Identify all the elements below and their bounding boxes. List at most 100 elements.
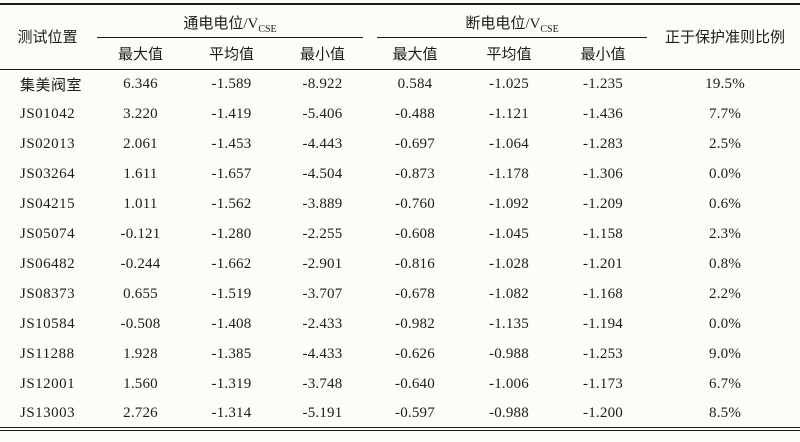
location-cell: JS12001 (20, 375, 76, 392)
location-cell: JS08373 (20, 285, 76, 302)
value-cell: -1.025 (489, 75, 529, 92)
table-row: JS04215 1.011 -1.562 -3.889 -0.760 -1.092 -1.2… (0, 189, 800, 219)
header-row-groups: 测试位置 通电电位/VCSE 断电电位/VCSE 正于保护准则比例 (0, 4, 800, 70)
value-cell: -4.504 (302, 165, 343, 182)
location-cell: JS10584 (20, 315, 76, 332)
value-cell: 0.0% (709, 315, 742, 332)
value-cell: -1.453 (211, 135, 252, 152)
value-cell: -4.443 (302, 135, 343, 152)
subheader-on-max: 最大值 (95, 38, 186, 70)
value-cell: -1.283 (583, 135, 623, 152)
value-cell: -1.519 (211, 285, 252, 302)
column-group-off-potential: 断电电位/VCSE (368, 4, 650, 38)
value-cell: -0.508 (120, 315, 161, 332)
value-cell: -2.255 (302, 225, 343, 242)
value-cell: -1.135 (489, 315, 529, 332)
value-cell: 9.0% (709, 345, 742, 362)
value-cell: 6.346 (123, 75, 158, 92)
value-cell: 6.7% (709, 375, 742, 392)
value-cell: -0.608 (395, 225, 435, 242)
location-cell: JS03264 (20, 165, 76, 182)
value-cell: -1.306 (583, 165, 623, 182)
value-cell: -0.988 (489, 345, 529, 362)
value-cell: -1.006 (489, 375, 529, 392)
value-cell: 7.7% (709, 105, 742, 122)
value-cell: -1.194 (583, 315, 623, 332)
table-row: JS05074 -0.121 -1.280 -2.255 -0.608 -1.045 -1.… (0, 219, 800, 249)
value-cell: 2.061 (123, 135, 158, 152)
table-row: 集美阀室 6.346 -1.589 -8.922 0.584 -1.025 -1.235 19… (0, 69, 800, 99)
potential-data-table: 测试位置 通电电位/VCSE 断电电位/VCSE 正于保护准则比例 最大值 平均… (0, 3, 800, 431)
value-cell: -1.319 (211, 375, 252, 392)
table-row: JS12001 1.560 -1.319 -3.748 -0.640 -1.006 -1.1… (0, 369, 800, 399)
value-cell: -0.121 (120, 225, 161, 242)
subheader-off-avg: 平均值 (462, 38, 556, 70)
value-cell: -1.662 (211, 255, 252, 272)
table-header: 测试位置 通电电位/VCSE 断电电位/VCSE 正于保护准则比例 最大值 平均… (0, 4, 800, 70)
value-cell: -1.314 (186, 399, 277, 431)
value-cell: -3.889 (302, 195, 343, 212)
location-cell: JS01042 (20, 105, 76, 122)
value-cell: -1.045 (489, 225, 529, 242)
value-cell: -1.064 (489, 135, 529, 152)
value-cell: -1.589 (211, 75, 252, 92)
table-row: JS01042 3.220 -1.419 -5.406 -0.488 -1.121 -1.4… (0, 99, 800, 129)
value-cell: -1.235 (583, 75, 623, 92)
table-body: 集美阀室 6.346 -1.589 -8.922 0.584 -1.025 -1.235 19… (0, 69, 800, 431)
on-potential-label-main: 通电电位/V (183, 16, 259, 32)
value-cell: -2.433 (302, 315, 343, 332)
value-cell: -1.200 (556, 399, 651, 431)
subheader-on-avg: 平均值 (186, 38, 277, 70)
table-row: JS13003 2.726 -1.314 -5.191 -0.597 -0.988 -1.2… (0, 399, 800, 431)
location-cell: JS13003 (0, 399, 95, 431)
value-cell: -0.488 (395, 105, 435, 122)
value-cell: -1.562 (211, 195, 252, 212)
value-cell: -1.280 (211, 225, 252, 242)
value-cell: -5.191 (277, 399, 368, 431)
value-cell: -3.748 (302, 375, 343, 392)
value-cell: -1.173 (583, 375, 623, 392)
value-cell: -1.253 (583, 345, 623, 362)
value-cell: 2.2% (709, 285, 742, 302)
value-cell: -1.168 (583, 285, 623, 302)
off-potential-label-subscript: CSE (540, 24, 559, 35)
value-cell: -0.597 (368, 399, 462, 431)
value-cell: 1.611 (123, 165, 158, 182)
value-cell: -0.873 (395, 165, 435, 182)
value-cell: 1.011 (123, 195, 158, 212)
value-cell: 3.220 (123, 105, 158, 122)
value-cell: -0.640 (395, 375, 435, 392)
value-cell: -0.982 (395, 315, 435, 332)
value-cell: 1.928 (123, 345, 158, 362)
value-cell: -0.678 (395, 285, 435, 302)
value-cell: -0.244 (120, 255, 161, 272)
table-row: JS02013 2.061 -1.453 -4.443 -0.697 -1.064 -1.2… (0, 129, 800, 159)
value-cell: 0.8% (709, 255, 742, 272)
off-potential-group-label: 断电电位/VCSE (377, 12, 648, 38)
value-cell: 0.0% (709, 165, 742, 182)
column-header-test-position: 测试位置 (0, 4, 95, 70)
location-cell: JS04215 (20, 195, 76, 212)
table-row: JS11288 1.928 -1.385 -4.433 -0.626 -0.988 -1.2… (0, 339, 800, 369)
off-potential-label-main: 断电电位/V (465, 16, 541, 32)
value-cell: -4.433 (302, 345, 343, 362)
value-cell: 2.3% (709, 225, 742, 242)
value-cell: 8.5% (650, 399, 800, 431)
subheader-off-min: 最小值 (556, 38, 651, 70)
value-cell: -1.385 (211, 345, 252, 362)
value-cell: -1.408 (211, 315, 252, 332)
value-cell: -0.760 (395, 195, 435, 212)
value-cell: -1.082 (489, 285, 529, 302)
value-cell: -0.697 (395, 135, 435, 152)
value-cell: 19.5% (705, 75, 745, 92)
table-row: JS08373 0.655 -1.519 -3.707 -0.678 -1.082 -1.1… (0, 279, 800, 309)
value-cell: 0.655 (123, 285, 158, 302)
value-cell: 0.6% (709, 195, 742, 212)
value-cell: -1.178 (489, 165, 529, 182)
location-cell: JS06482 (20, 255, 76, 272)
value-cell: -5.406 (302, 105, 343, 122)
column-group-on-potential: 通电电位/VCSE (95, 4, 368, 38)
value-cell: -0.988 (462, 399, 556, 431)
value-cell: -2.901 (302, 255, 343, 272)
value-cell: -1.158 (583, 225, 623, 242)
